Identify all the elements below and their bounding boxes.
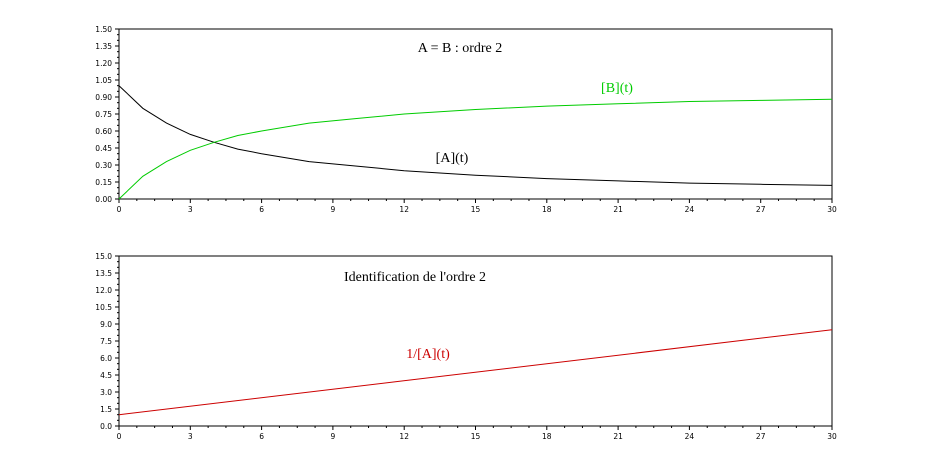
top-x-tick-label: 12 — [399, 205, 409, 214]
top-x-tick-label: 3 — [188, 205, 193, 214]
bottom-x-tick-label: 3 — [188, 432, 193, 441]
top-chart-series — [118, 85, 833, 200]
bottom-x-tick-label: 6 — [259, 432, 264, 441]
bottom-series-line-0 — [118, 329, 833, 416]
top-y-tick-label: 1.20 — [95, 59, 112, 68]
top-series-line-1 — [118, 98, 833, 200]
series-label-b: [B](t) — [601, 81, 633, 96]
top-y-tick-label: 1.35 — [95, 42, 112, 51]
top-x-tick-label: 9 — [331, 205, 336, 214]
top-y-tick-label: 0.60 — [95, 127, 112, 136]
bottom-x-tick-label: 15 — [471, 432, 481, 441]
top-x-tick-label: 21 — [613, 205, 623, 214]
series-label-a: [A](t) — [436, 151, 469, 166]
bottom-y-tick-label: 12.0 — [95, 286, 112, 295]
bottom-x-tick-label: 30 — [827, 432, 837, 441]
bottom-chart-series — [118, 329, 833, 416]
bottom-x-tick-label: 12 — [399, 432, 409, 441]
bottom-y-tick-label: 9.0 — [100, 320, 112, 329]
bottom-x-tick-label: 21 — [613, 432, 623, 441]
bottom-x-tick-label: 24 — [685, 432, 695, 441]
bottom-y-tick-label: 13.5 — [95, 269, 112, 278]
top-x-tick-label: 27 — [756, 205, 766, 214]
series-label-inv-a: 1/[A](t) — [406, 347, 450, 362]
bottom-chart-title: Identification de l'ordre 2 — [344, 270, 486, 285]
top-chart-panel: 0 3 6 9 12 15 18 21 24 27 30 0.00 0.15 0.30 0.45 0.60 0.… — [95, 25, 837, 214]
bottom-x-tick-label: 9 — [331, 432, 336, 441]
top-y-tick-label: 0.90 — [95, 93, 112, 102]
top-y-tick-label: 1.50 — [95, 25, 112, 34]
bottom-x-tick-label: 0 — [117, 432, 122, 441]
bottom-y-tick-label: 4.5 — [100, 371, 112, 380]
bottom-y-tick-label: 15.0 — [95, 252, 112, 261]
top-x-tick-label: 24 — [685, 205, 695, 214]
bottom-x-tick-label: 27 — [756, 432, 766, 441]
bottom-y-tick-label: 0.0 — [100, 422, 112, 431]
top-y-tick-label: 1.05 — [95, 76, 112, 85]
top-y-tick-label: 0.15 — [95, 178, 112, 187]
bottom-y-tick-label: 10.5 — [95, 303, 112, 312]
bottom-y-tick-label: 7.5 — [100, 337, 112, 346]
bottom-chart-ticks: 0 3 6 9 12 15 18 21 24 27 30 0.0 1.5 3.0 4.5 6.0 7.5 9.0 1… — [95, 252, 837, 441]
top-x-tick-label: 6 — [259, 205, 264, 214]
top-series-line-0 — [118, 85, 833, 186]
top-chart-title: A = B : ordre 2 — [418, 41, 503, 56]
top-x-tick-label: 30 — [827, 205, 837, 214]
top-y-tick-label: 0.00 — [95, 195, 112, 204]
top-x-tick-label: 15 — [471, 205, 481, 214]
bottom-y-tick-label: 6.0 — [100, 354, 112, 363]
top-y-tick-label: 0.75 — [95, 110, 112, 119]
bottom-chart-panel: 0 3 6 9 12 15 18 21 24 27 30 0.0 1.5 3.0 4.5 6.0 7.5 9.0 1… — [95, 252, 837, 441]
top-y-tick-label: 0.30 — [95, 161, 112, 170]
bottom-y-tick-label: 1.5 — [100, 405, 112, 414]
bottom-x-tick-label: 18 — [542, 432, 552, 441]
top-y-tick-label: 0.45 — [95, 144, 112, 153]
top-x-tick-label: 0 — [117, 205, 122, 214]
bottom-y-tick-label: 3.0 — [100, 388, 112, 397]
top-chart-ticks: 0 3 6 9 12 15 18 21 24 27 30 0.00 0.15 0.30 0.45 0.60 0.… — [95, 25, 837, 214]
top-x-tick-label: 18 — [542, 205, 552, 214]
